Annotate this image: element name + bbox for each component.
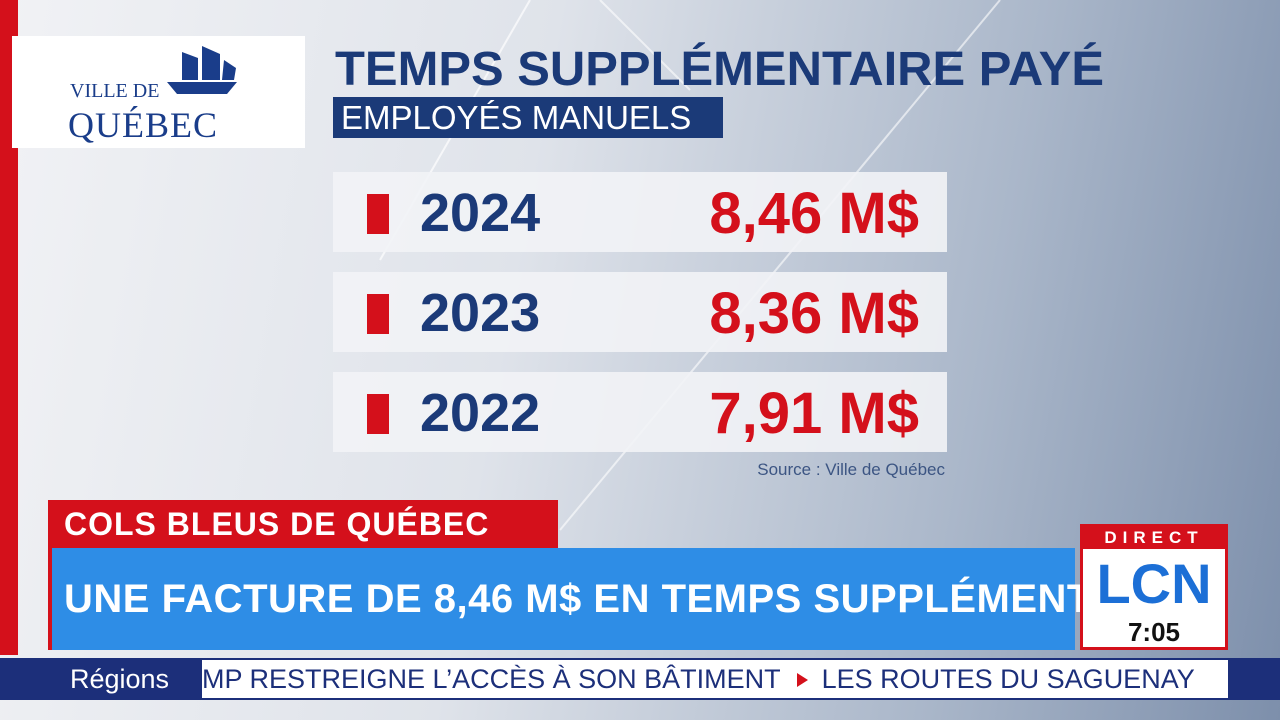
logo: VILLE DE QUÉBEC [12, 36, 305, 148]
left-accent [0, 0, 18, 655]
headline: UNE FACTURE DE 8,46 M$ EN TEMPS SUPPLÉME… [48, 548, 1186, 650]
channel-bug: DIRECT LCN 7:05 [1080, 524, 1228, 650]
table-row: 2023 8,36 M$ [333, 272, 947, 352]
row-marker [367, 394, 389, 434]
year: 2023 [420, 283, 541, 343]
year: 2022 [420, 383, 541, 443]
kicker: COLS BLEUS DE QUÉBEC [48, 500, 558, 548]
channel-name: LCN [1096, 552, 1212, 615]
ship-icon [167, 46, 237, 94]
row-marker [367, 194, 389, 234]
subtitle: EMPLOYÉS MANUELS [333, 97, 723, 138]
amount: 8,46 M$ [709, 181, 919, 246]
table-row: 2024 8,46 M$ [333, 172, 947, 252]
ticker-separator [796, 672, 808, 687]
ticker-item: LES ROUTES DU SAGUENAY [821, 664, 1195, 694]
source: Source : Ville de Québec [757, 460, 945, 479]
ticker-item: MP RESTREIGNE L’ACCÈS À SON BÂTIMENT [202, 664, 781, 694]
year: 2024 [420, 183, 541, 243]
ticker-band: MP RESTREIGNE L’ACCÈS À SON BÂTIMENT LES … [202, 660, 1228, 698]
amount: 8,36 M$ [709, 281, 919, 346]
clock: 7:05 [1127, 617, 1181, 647]
logo-line1: VILLE DE [70, 80, 160, 102]
logo-line2: QUÉBEC [68, 105, 218, 145]
title: TEMPS SUPPLÉMENTAIRE PAYÉ [335, 43, 1105, 96]
ticker: Régions MP RESTREIGNE L’ACCÈS À SON BÂTI… [0, 658, 1280, 700]
amount: 7,91 M$ [709, 381, 919, 446]
live-label: DIRECT [1083, 527, 1225, 549]
table-row: 2022 7,91 M$ [333, 372, 947, 452]
ticker-label: Régions [70, 664, 170, 694]
row-marker [367, 294, 389, 334]
